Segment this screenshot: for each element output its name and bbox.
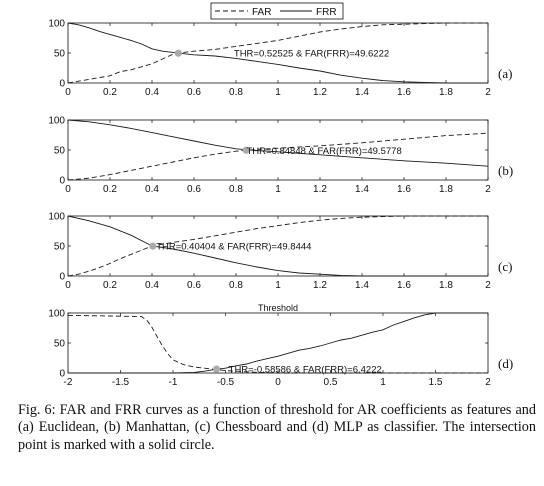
x-tick-label: 0.4: [145, 280, 159, 291]
x-tick-label: 1.5: [429, 377, 443, 388]
x-tick-label: 0.8: [229, 87, 243, 98]
chart-panel: -2 -1.5 -1 -0.5 0 0.5 1 1.5 2 0 50 100 THR=-0.58586 …: [48, 303, 513, 388]
x-tick-label: 0: [65, 184, 71, 195]
figure-caption: Fig. 6: FAR and FRR curves as a function…: [18, 402, 536, 453]
x-tick-label: -1: [169, 377, 178, 388]
x-tick-label: 0: [65, 280, 71, 291]
x-tick-label: 1.2: [313, 184, 327, 195]
x-tick-label: 0.8: [229, 184, 243, 195]
x-tick-label: 1.8: [439, 87, 453, 98]
x-tick-label: 1.6: [397, 184, 411, 195]
intersection-annotation: THR=-0.58586 & FAR(FRR)=6.4222: [229, 365, 382, 376]
legend: FAR FRR: [210, 2, 344, 20]
x-tick-label: 1.8: [439, 184, 453, 195]
panel-label: (a): [498, 66, 512, 81]
y-tick-label: 100: [48, 212, 65, 223]
intersection-marker: [174, 49, 182, 57]
y-tick-label: 0: [59, 79, 65, 90]
chart-panel: 0 0.2 0.4 0.6 0.8 1 1.2 1.4 1.6 1.8 2 0 50 100 THR=0.4…: [48, 212, 512, 292]
x-tick-label: 1: [275, 280, 281, 291]
x-tick-label: 0.2: [103, 280, 117, 291]
x-tick-label: 1.6: [397, 280, 411, 291]
y-tick-label: 50: [54, 49, 66, 60]
series-line-far: [67, 22, 488, 84]
x-tick-label: 0.4: [145, 184, 159, 195]
x-tick-label: 1: [275, 87, 281, 98]
x-tick-label: 1.6: [397, 87, 411, 98]
panel-label: (b): [498, 163, 513, 178]
x-tick-label: -1.5: [112, 377, 130, 388]
intersection-annotation: THR=0.84848 & FAR(FRR)=49.5778: [247, 146, 402, 157]
series-line-frr: [67, 119, 489, 167]
y-tick-label: 100: [48, 116, 65, 127]
chart-panel: 0 0.2 0.4 0.6 0.8 1 1.2 1.4 1.6 1.8 2 0 50 100 THR=0.5…: [48, 19, 512, 99]
panel-label: (c): [498, 259, 512, 274]
y-tick-label: 50: [54, 242, 66, 253]
x-tick-label: 1: [275, 184, 281, 195]
y-tick-label: 100: [48, 309, 65, 320]
x-tick-label: 1.8: [439, 280, 453, 291]
x-tick-label: 1.4: [355, 184, 369, 195]
x-axis-label: Threshold: [258, 303, 298, 313]
legend-far-label: FAR: [252, 7, 271, 18]
panels: 0 0.2 0.4 0.6 0.8 1 1.2 1.4 1.6 1.8 2050100THR=0.5…: [48, 19, 513, 389]
x-tick-label: 2: [485, 280, 491, 291]
panel-label: (d): [498, 356, 513, 371]
legend-box: [210, 2, 344, 20]
x-tick-label: 0: [65, 87, 71, 98]
x-tick-label: -2: [64, 377, 73, 388]
legend-frr-label: FRR: [316, 7, 337, 18]
series-line-far: [67, 314, 488, 374]
series-line-frr: [67, 215, 488, 277]
x-tick-label: 0.6: [187, 87, 201, 98]
series-line-frr: [67, 22, 488, 84]
x-tick-label: 0.6: [187, 280, 201, 291]
x-tick-label: 1.4: [355, 87, 369, 98]
intersection-marker: [212, 365, 221, 373]
y-tick-label: 100: [48, 19, 65, 30]
x-tick-label: 1: [380, 377, 386, 388]
x-tick-label: 1.2: [313, 280, 327, 291]
y-tick-label: 50: [54, 146, 66, 157]
intersection-marker: [149, 242, 157, 250]
y-tick-label: 0: [59, 369, 65, 380]
series-line-far: [67, 215, 488, 277]
intersection-annotation: THR=0.40404 & FAR(FRR)=49.8444: [156, 242, 311, 253]
intersection-marker: [242, 146, 250, 154]
x-tick-label: 0.6: [187, 184, 201, 195]
x-tick-label: 2: [485, 377, 491, 388]
x-tick-label: 0.2: [103, 87, 117, 98]
x-tick-label: 1.2: [313, 87, 327, 98]
x-tick-label: 0.5: [324, 377, 338, 388]
x-tick-label: 0: [275, 377, 281, 388]
x-tick-label: 2: [485, 87, 491, 98]
intersection-annotation: THR=0.52525 & FAR(FRR)=49.6222: [234, 49, 389, 60]
x-tick-label: 2: [485, 184, 491, 195]
y-tick-label: 0: [59, 272, 65, 283]
x-tick-label: 1.4: [355, 280, 369, 291]
x-tick-label: 0.2: [103, 184, 117, 195]
x-tick-label: 0.8: [229, 280, 243, 291]
chart-panel: 0 0.2 0.4 0.6 0.8 1 1.2 1.4 1.6 1.8 2 0 50 100 THR=0.8…: [48, 116, 513, 196]
x-tick-label: -0.5: [217, 377, 235, 388]
y-tick-label: 0: [59, 176, 65, 187]
series-line-frr: [68, 312, 488, 374]
x-tick-label: 0.4: [145, 87, 159, 98]
y-tick-label: 50: [54, 339, 66, 350]
